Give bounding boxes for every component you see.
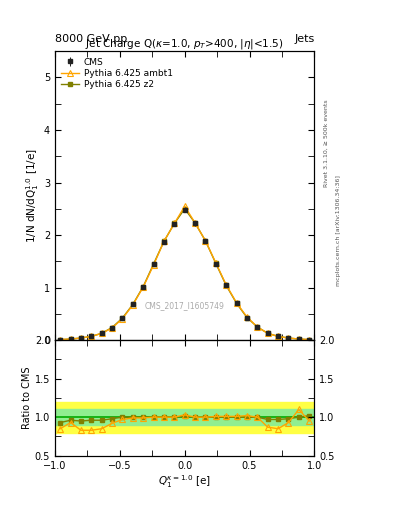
Pythia 6.425 z2 bbox=[286, 335, 291, 341]
Pythia 6.425 z2 bbox=[110, 325, 114, 331]
Pythia 6.425 ambt1 bbox=[182, 203, 187, 209]
Pythia 6.425 ambt1 bbox=[68, 336, 73, 342]
Pythia 6.425 z2 bbox=[307, 336, 312, 343]
Pythia 6.425 ambt1 bbox=[255, 324, 260, 330]
Pythia 6.425 z2 bbox=[244, 314, 249, 321]
Pythia 6.425 z2 bbox=[120, 315, 125, 321]
Pythia 6.425 z2 bbox=[89, 333, 94, 339]
Pythia 6.425 ambt1 bbox=[58, 336, 62, 343]
Pythia 6.425 z2 bbox=[68, 336, 73, 342]
Pythia 6.425 ambt1 bbox=[234, 300, 239, 306]
Pythia 6.425 ambt1 bbox=[213, 260, 218, 266]
Pythia 6.425 z2 bbox=[213, 260, 218, 266]
Pythia 6.425 z2 bbox=[172, 221, 177, 227]
Pythia 6.425 ambt1 bbox=[89, 333, 94, 339]
Pythia 6.425 z2 bbox=[141, 284, 145, 290]
Pythia 6.425 z2 bbox=[203, 238, 208, 244]
Pythia 6.425 ambt1 bbox=[265, 330, 270, 336]
Pythia 6.425 ambt1 bbox=[307, 336, 312, 343]
Pythia 6.425 ambt1 bbox=[141, 284, 145, 290]
Pythia 6.425 ambt1 bbox=[276, 333, 281, 339]
Pythia 6.425 ambt1 bbox=[151, 262, 156, 268]
Pythia 6.425 ambt1 bbox=[296, 336, 301, 342]
Text: CMS_2017_I1605749: CMS_2017_I1605749 bbox=[145, 301, 225, 310]
Pythia 6.425 z2 bbox=[130, 302, 135, 308]
Pythia 6.425 z2 bbox=[58, 336, 62, 343]
Pythia 6.425 z2 bbox=[296, 336, 301, 342]
Pythia 6.425 ambt1 bbox=[99, 330, 104, 336]
Pythia 6.425 ambt1 bbox=[172, 221, 177, 227]
Pythia 6.425 z2 bbox=[276, 333, 281, 339]
Text: 8000 GeV pp: 8000 GeV pp bbox=[55, 33, 127, 44]
Title: Jet Charge Q($\kappa$=1.0, $p_T$>400, |$\eta$|<1.5): Jet Charge Q($\kappa$=1.0, $p_T$>400, |$… bbox=[85, 37, 284, 51]
Pythia 6.425 z2 bbox=[265, 330, 270, 336]
Pythia 6.425 ambt1 bbox=[224, 282, 229, 288]
Pythia 6.425 z2 bbox=[193, 220, 197, 226]
Pythia 6.425 ambt1 bbox=[120, 315, 125, 322]
Pythia 6.425 z2 bbox=[182, 206, 187, 212]
Text: mcplots.cern.ch [arXiv:1306.34:36]: mcplots.cern.ch [arXiv:1306.34:36] bbox=[336, 175, 341, 286]
Pythia 6.425 z2 bbox=[162, 238, 166, 244]
Text: Jets: Jets bbox=[294, 33, 314, 44]
Y-axis label: Ratio to CMS: Ratio to CMS bbox=[22, 367, 32, 429]
Pythia 6.425 ambt1 bbox=[244, 314, 249, 320]
Pythia 6.425 ambt1 bbox=[130, 302, 135, 308]
Pythia 6.425 z2 bbox=[224, 283, 229, 289]
Pythia 6.425 z2 bbox=[99, 330, 104, 336]
Pythia 6.425 z2 bbox=[255, 324, 260, 330]
Text: Rivet 3.1.10, ≥ 500k events: Rivet 3.1.10, ≥ 500k events bbox=[324, 99, 329, 187]
Line: Pythia 6.425 ambt1: Pythia 6.425 ambt1 bbox=[57, 203, 312, 343]
Pythia 6.425 ambt1 bbox=[286, 335, 291, 341]
Pythia 6.425 ambt1 bbox=[110, 325, 114, 331]
Pythia 6.425 ambt1 bbox=[79, 335, 83, 341]
Pythia 6.425 z2 bbox=[79, 335, 83, 341]
Legend: CMS, Pythia 6.425 ambt1, Pythia 6.425 z2: CMS, Pythia 6.425 ambt1, Pythia 6.425 z2 bbox=[59, 56, 175, 91]
Y-axis label: 1/N dN/dQ$_1^{1.0}$ [1/e]: 1/N dN/dQ$_1^{1.0}$ [1/e] bbox=[24, 148, 41, 243]
Pythia 6.425 ambt1 bbox=[162, 238, 166, 244]
Pythia 6.425 ambt1 bbox=[203, 238, 208, 244]
Line: Pythia 6.425 z2: Pythia 6.425 z2 bbox=[59, 207, 311, 342]
Pythia 6.425 ambt1 bbox=[193, 220, 197, 226]
Pythia 6.425 z2 bbox=[151, 261, 156, 267]
Pythia 6.425 z2 bbox=[234, 300, 239, 306]
X-axis label: $Q_1^{\kappa=1.0}$ [e]: $Q_1^{\kappa=1.0}$ [e] bbox=[158, 473, 211, 490]
